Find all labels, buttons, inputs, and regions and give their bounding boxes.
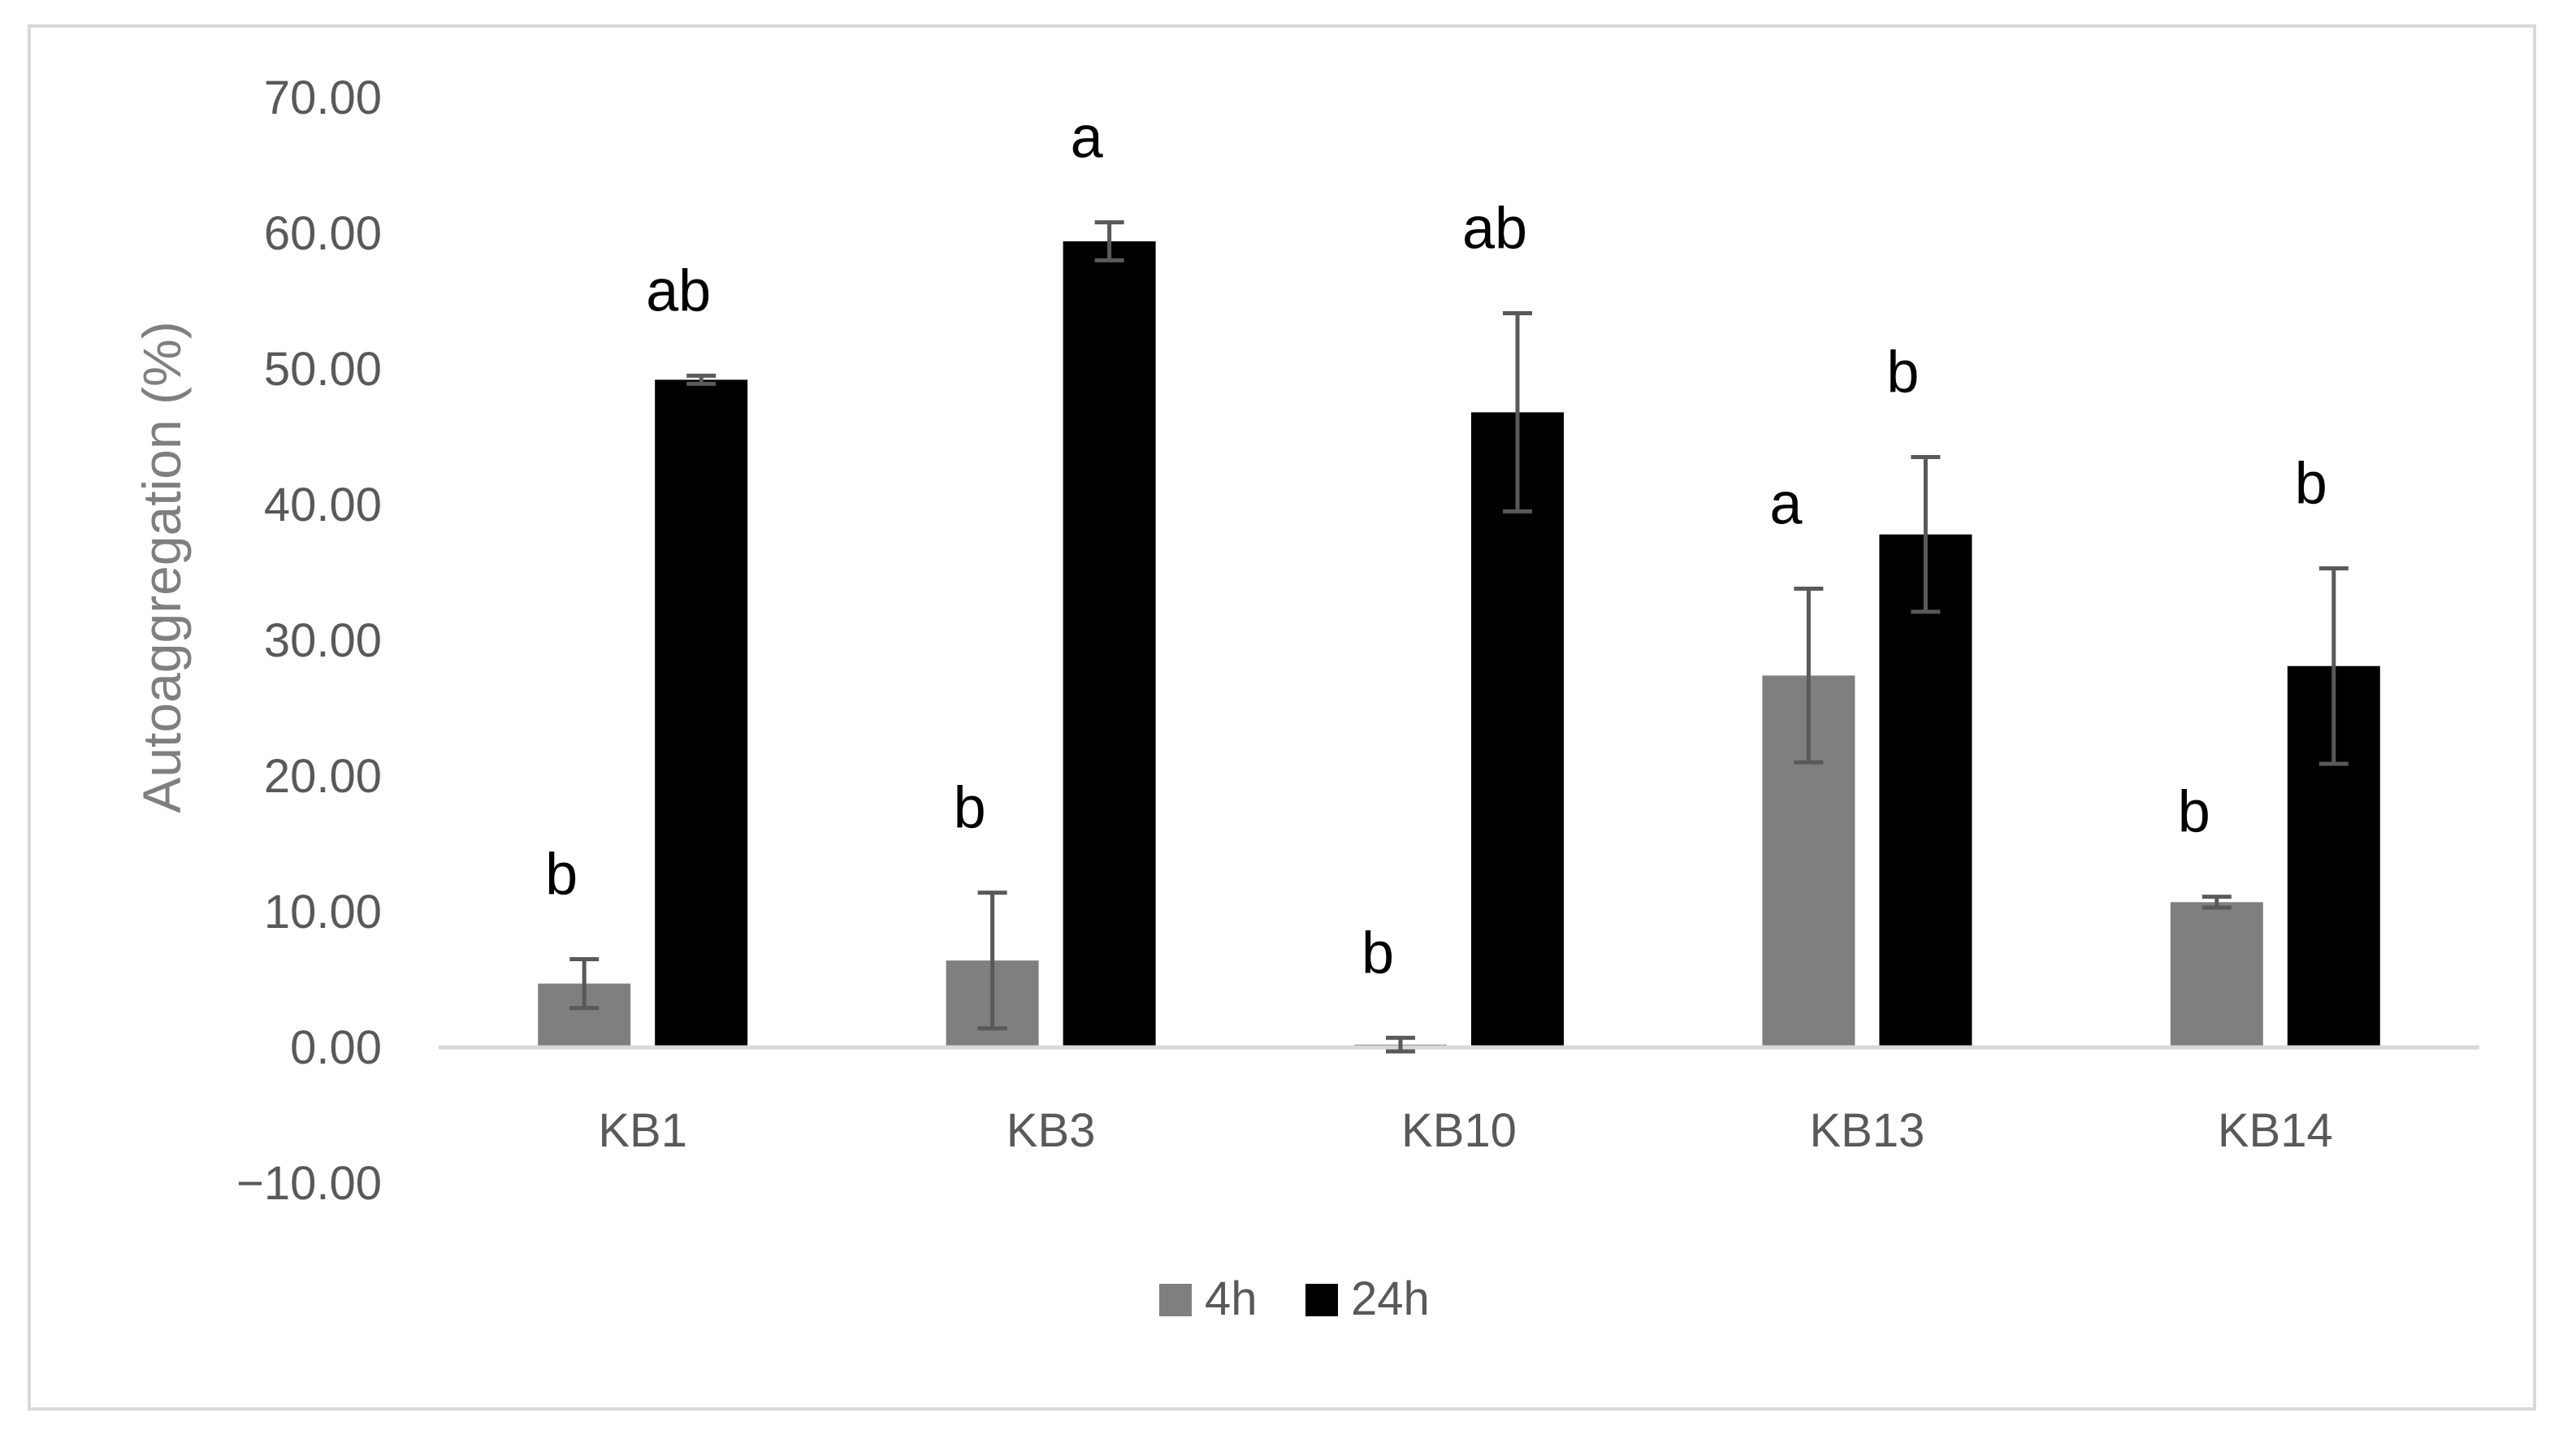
y-tick-label: −10.00 bbox=[236, 1157, 382, 1210]
bar-24h-KB3 bbox=[1063, 241, 1156, 1047]
y-tick-label: 10.00 bbox=[264, 886, 382, 938]
legend-swatch-4h bbox=[1159, 1284, 1192, 1316]
y-tick-label: 40.00 bbox=[264, 479, 382, 531]
category-label: KB14 bbox=[2218, 1104, 2333, 1157]
y-tick-label: 70.00 bbox=[264, 72, 382, 124]
category-label: KB10 bbox=[1401, 1104, 1517, 1157]
significance-label: ab bbox=[1462, 197, 1527, 262]
significance-label: a bbox=[1071, 106, 1104, 171]
legend-label: 4h bbox=[1205, 1272, 1258, 1325]
significance-label: b bbox=[2178, 780, 2210, 845]
bar-4h-KB14 bbox=[2170, 902, 2263, 1047]
y-tick-label: 50.00 bbox=[264, 343, 382, 396]
legend-swatch-24h bbox=[1305, 1284, 1338, 1316]
x-axis-categories: KB1 KB3 KB10 KB13 KB14 bbox=[598, 1104, 2332, 1157]
bar-24h-KB13 bbox=[1879, 534, 1972, 1047]
y-tick-label: 60.00 bbox=[264, 207, 382, 260]
significance-label: b bbox=[1886, 340, 1919, 405]
significance-label: ab bbox=[646, 258, 711, 323]
y-tick-label: 0.00 bbox=[290, 1021, 382, 1074]
significance-label: b bbox=[1362, 921, 1394, 986]
significance-label: b bbox=[2295, 451, 2327, 516]
error-bars bbox=[569, 220, 2349, 1054]
category-label: KB1 bbox=[598, 1104, 687, 1157]
significance-label: a bbox=[1769, 472, 1803, 537]
bar-24h-KB10 bbox=[1471, 412, 1564, 1047]
y-axis-title: Autoaggregation (%) bbox=[132, 321, 192, 813]
bars bbox=[538, 241, 2380, 1047]
legend-label: 24h bbox=[1351, 1272, 1430, 1325]
bar-24h-KB1 bbox=[655, 379, 748, 1047]
significance-label: b bbox=[954, 776, 986, 841]
y-axis-ticks: 70.00 60.00 50.00 40.00 30.00 20.00 10.00 0.00 −… bbox=[236, 72, 382, 1210]
category-label: KB13 bbox=[1809, 1104, 1924, 1157]
chart-frame bbox=[28, 24, 2536, 1411]
category-label: KB3 bbox=[1007, 1104, 1096, 1157]
y-tick-label: 20.00 bbox=[264, 750, 382, 803]
legend: 4h 24h bbox=[1159, 1272, 1430, 1325]
significance-label: b bbox=[545, 842, 578, 907]
y-tick-label: 30.00 bbox=[264, 614, 382, 667]
